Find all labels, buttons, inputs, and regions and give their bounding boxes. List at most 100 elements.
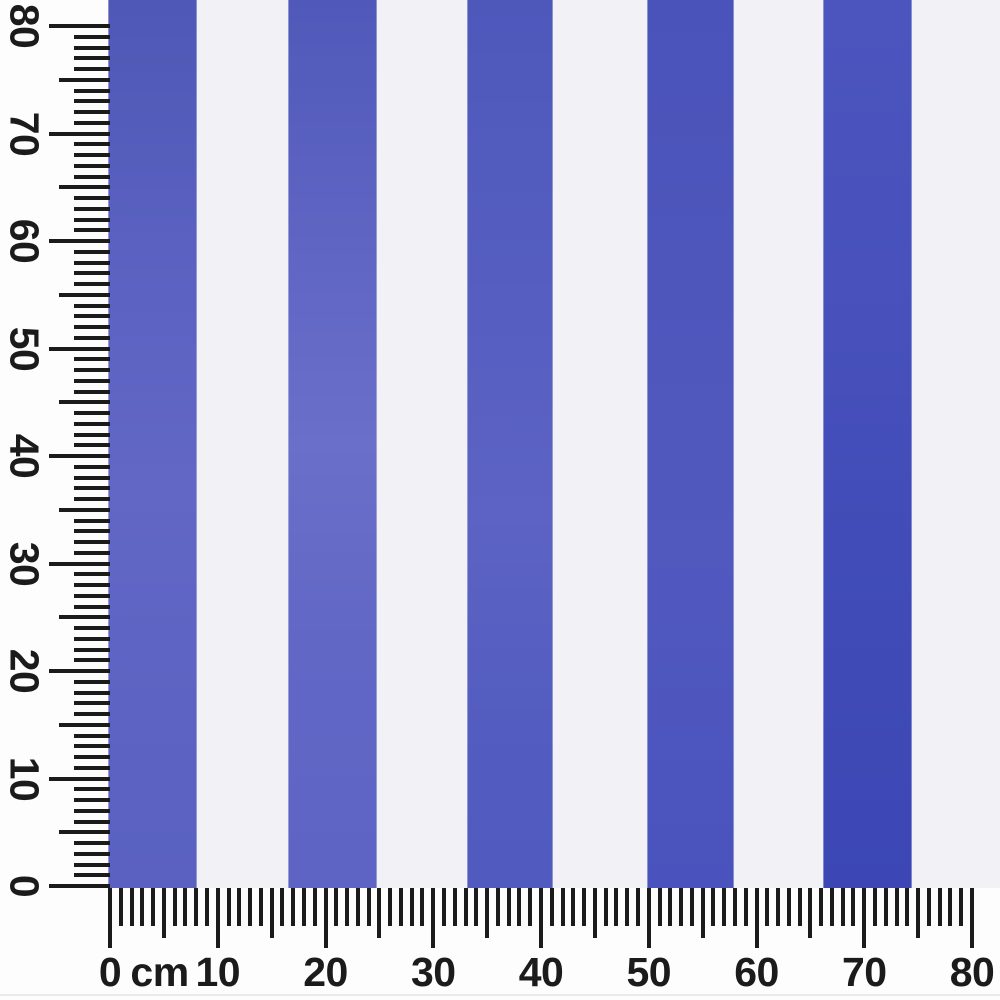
h-ruler-label-0: 0 <box>98 949 122 995</box>
h-ruler-tick <box>829 888 834 926</box>
v-ruler-tick <box>74 357 110 362</box>
v-ruler-tick <box>74 378 110 383</box>
v-ruler-tick <box>74 206 110 211</box>
h-ruler-tick <box>689 888 694 926</box>
v-ruler-label-30: 30 <box>1 541 48 586</box>
v-ruler-tick <box>74 862 110 867</box>
v-ruler-tick <box>49 669 110 673</box>
v-ruler-tick <box>74 583 110 587</box>
h-ruler-tick <box>280 888 285 926</box>
v-ruler-tick <box>74 464 110 469</box>
v-ruler-tick <box>49 24 110 28</box>
h-ruler-tick <box>937 888 942 926</box>
h-ruler-tick <box>237 888 242 926</box>
v-ruler-tick <box>74 174 110 179</box>
v-ruler-tick <box>74 755 110 759</box>
h-ruler-tick <box>657 888 662 926</box>
v-ruler-tick <box>74 572 110 577</box>
v-ruler-tick <box>74 335 110 340</box>
h-ruler-tick <box>582 888 587 926</box>
h-ruler-tick <box>916 888 921 938</box>
v-ruler-tick <box>59 185 110 190</box>
v-ruler-tick <box>74 314 110 319</box>
h-ruler-label-50: 50 <box>626 949 672 995</box>
h-ruler-tick <box>366 888 371 926</box>
h-ruler-tick <box>506 888 511 926</box>
v-ruler-tick <box>74 163 110 168</box>
v-ruler-tick <box>74 593 110 598</box>
h-ruler-label-70: 70 <box>841 949 887 995</box>
h-ruler-tick <box>517 888 522 926</box>
h-ruler-tick <box>894 888 899 926</box>
v-ruler-tick <box>74 99 110 104</box>
h-ruler-tick <box>452 888 457 926</box>
v-ruler-tick <box>74 765 110 770</box>
h-ruler-tick <box>765 888 770 926</box>
v-ruler-tick <box>74 679 110 684</box>
h-ruler-tick <box>108 888 112 948</box>
photo-bottom-edge <box>0 994 1000 996</box>
v-ruler-tick <box>74 282 110 286</box>
h-ruler-tick <box>183 888 188 926</box>
v-ruler-tick <box>59 400 110 405</box>
h-ruler-tick <box>172 888 177 926</box>
h-ruler-tick <box>970 888 974 948</box>
fabric-blue-stripe <box>288 0 377 888</box>
h-ruler-tick <box>495 888 500 926</box>
v-ruler-label-10: 10 <box>1 756 48 801</box>
v-ruler-tick <box>49 561 110 566</box>
h-ruler-tick <box>560 888 565 926</box>
h-ruler-tick <box>851 888 856 926</box>
h-ruler-tick <box>883 888 888 926</box>
v-ruler-tick <box>74 819 110 824</box>
h-ruler-tick <box>398 888 403 926</box>
h-ruler-tick <box>646 888 651 948</box>
h-ruler-tick <box>474 888 479 926</box>
v-ruler-tick <box>74 647 110 652</box>
h-ruler-tick <box>625 888 630 926</box>
h-ruler-tick <box>743 888 748 926</box>
v-ruler-tick <box>74 733 110 738</box>
v-ruler-tick <box>74 851 110 856</box>
v-ruler-tick <box>74 486 110 491</box>
h-ruler-tick <box>388 888 393 926</box>
v-ruler-tick <box>74 389 110 394</box>
h-ruler-label-10: 10 <box>195 949 241 995</box>
v-ruler-tick <box>59 77 110 82</box>
v-ruler-tick <box>74 88 110 93</box>
h-ruler-tick <box>614 888 619 926</box>
v-ruler-tick <box>74 475 110 480</box>
v-ruler-tick <box>74 636 110 641</box>
v-ruler-tick <box>74 518 110 523</box>
v-ruler-tick <box>74 411 110 415</box>
v-ruler-tick <box>49 131 110 136</box>
v-ruler-tick <box>74 142 110 147</box>
h-ruler-tick <box>291 888 296 926</box>
h-ruler-tick <box>797 888 802 926</box>
v-ruler-tick <box>74 67 110 71</box>
v-ruler-tick <box>74 228 110 233</box>
h-ruler-tick <box>485 888 490 938</box>
h-ruler-tick <box>732 888 737 926</box>
v-ruler-tick <box>74 196 110 200</box>
v-ruler-tick <box>74 787 110 792</box>
h-ruler-tick <box>754 888 759 948</box>
fabric-blue-stripe <box>108 0 197 888</box>
v-ruler-tick <box>49 884 110 888</box>
h-ruler-tick <box>948 888 953 926</box>
v-ruler-tick <box>74 744 110 749</box>
v-ruler-tick <box>59 615 110 620</box>
v-ruler-tick <box>74 153 110 157</box>
h-ruler-tick <box>959 888 964 926</box>
v-ruler-label-80: 80 <box>1 3 48 49</box>
h-ruler-tick <box>118 888 123 926</box>
h-ruler-tick <box>151 888 156 926</box>
fabric-blue-stripe <box>467 0 553 888</box>
v-ruler-tick <box>74 540 110 544</box>
h-ruler-label-40: 40 <box>518 949 564 995</box>
h-ruler-unit-label: cm <box>130 949 189 995</box>
h-ruler-tick <box>161 888 166 938</box>
v-ruler-tick <box>74 808 110 813</box>
h-ruler-tick <box>776 888 781 926</box>
v-ruler-tick <box>59 292 110 297</box>
